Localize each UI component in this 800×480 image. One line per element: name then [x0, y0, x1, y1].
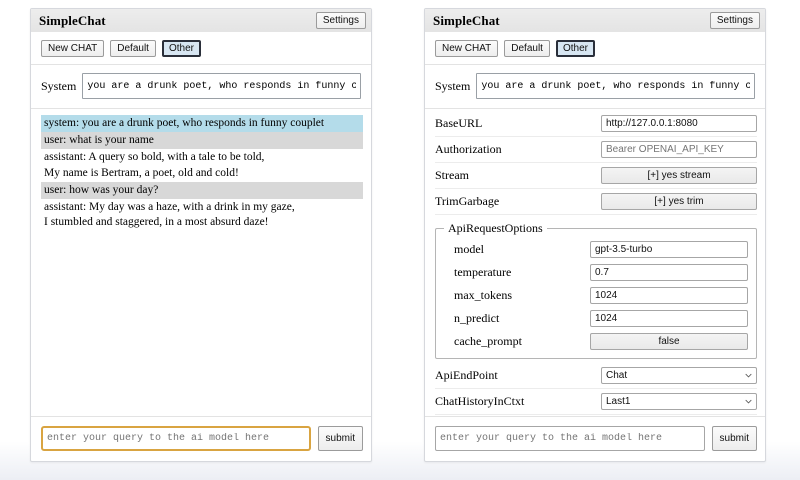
setting-row-chat-history-in-ctxt: ChatHistoryInCtxt Last1 — [435, 389, 757, 415]
chat-history-in-ctxt-value: Last1 — [606, 396, 631, 407]
model-label: model — [454, 242, 484, 256]
settings-button[interactable]: Settings — [709, 12, 760, 29]
settings-footer: submit — [425, 416, 765, 461]
settings-titlebar: SimpleChat Settings — [425, 9, 765, 33]
chat-message: assistant: A query so bold, with a tale … — [44, 151, 265, 179]
query-input[interactable] — [41, 426, 311, 451]
session-other-button[interactable]: Other — [555, 40, 595, 57]
cache-prompt-toggle-button[interactable]: false — [590, 333, 748, 350]
trim-garbage-toggle-button[interactable]: [+] yes trim — [601, 193, 757, 210]
stream-toggle-button[interactable]: [+] yes stream — [601, 167, 757, 184]
system-prompt-row: System — [31, 65, 371, 109]
system-prompt-input[interactable] — [476, 73, 755, 99]
chat-message: user: how was your day? — [41, 181, 363, 199]
base-url-label: BaseURL — [435, 116, 483, 130]
setting-row-base-url: BaseURL — [435, 111, 757, 137]
authorization-label: Authorization — [435, 142, 502, 156]
system-prompt-input[interactable] — [82, 73, 361, 99]
chevron-down-icon — [745, 399, 752, 403]
submit-button[interactable]: submit — [711, 426, 757, 451]
system-prompt-row: System — [425, 65, 765, 109]
chat-panel: SimpleChat Settings New CHAT Default Oth… — [30, 8, 372, 462]
n-predict-label: n_predict — [454, 311, 500, 325]
system-prompt-label: System — [435, 78, 471, 93]
page-title: SimpleChat — [39, 12, 106, 28]
setting-row-n-predict: n_predict — [444, 307, 748, 330]
new-chat-button[interactable]: New CHAT — [435, 40, 499, 57]
session-default-button[interactable]: Default — [504, 40, 550, 57]
setting-row-max-tokens: max_tokens — [444, 284, 748, 307]
setting-row-api-endpoint: ApiEndPoint Chat — [435, 363, 757, 389]
setting-row-stream: Stream [+] yes stream — [435, 163, 757, 189]
chat-history-in-ctxt-select[interactable]: Last1 — [601, 393, 757, 410]
cache-prompt-label: cache_prompt — [454, 334, 522, 348]
settings-button[interactable]: Settings — [315, 12, 366, 29]
chat-message: system: you are a drunk poet, who respon… — [41, 115, 363, 133]
chat-message: user: what is your name — [41, 132, 363, 150]
settings-panel: SimpleChat Settings New CHAT Default Oth… — [424, 8, 766, 462]
settings-list: BaseURL Authorization Stream [+] yes str… — [425, 109, 765, 416]
setting-row-cache-prompt: cache_prompt false — [444, 330, 748, 353]
session-other-button[interactable]: Other — [161, 40, 201, 57]
page-title: SimpleChat — [433, 12, 500, 28]
session-default-button[interactable]: Default — [110, 40, 156, 57]
max-tokens-input[interactable] — [590, 287, 748, 304]
chevron-down-icon — [745, 373, 752, 377]
chat-message: assistant: My day was a haze, with a dri… — [44, 200, 295, 229]
setting-row-authorization: Authorization — [435, 137, 757, 163]
submit-button[interactable]: submit — [317, 426, 363, 451]
api-endpoint-label: ApiEndPoint — [435, 368, 498, 382]
model-input[interactable] — [590, 241, 748, 258]
setting-row-trim-garbage: TrimGarbage [+] yes trim — [435, 189, 757, 215]
api-endpoint-select[interactable]: Chat — [601, 367, 757, 384]
query-input[interactable] — [435, 426, 705, 451]
temperature-input[interactable] — [590, 264, 748, 281]
api-request-options-legend: ApiRequestOptions — [448, 221, 543, 235]
n-predict-input[interactable] — [590, 310, 748, 327]
chat-log[interactable]: system: you are a drunk poet, who respon… — [31, 109, 371, 416]
api-request-options-fieldset: ApiRequestOptions model temperature max_… — [435, 221, 757, 359]
authorization-input[interactable] — [601, 141, 757, 158]
new-chat-button[interactable]: New CHAT — [41, 40, 105, 57]
settings-mode-buttons: New CHAT Default Other — [425, 33, 765, 65]
setting-row-model: model — [444, 238, 748, 261]
api-endpoint-value: Chat — [606, 370, 628, 381]
temperature-label: temperature — [454, 265, 512, 279]
chat-history-in-ctxt-label: ChatHistoryInCtxt — [435, 394, 525, 408]
max-tokens-label: max_tokens — [454, 288, 512, 302]
stream-label: Stream — [435, 168, 469, 182]
setting-row-temperature: temperature — [444, 261, 748, 284]
chat-titlebar: SimpleChat Settings — [31, 9, 371, 33]
chat-mode-buttons: New CHAT Default Other — [31, 33, 371, 65]
trim-garbage-label: TrimGarbage — [435, 194, 500, 208]
system-prompt-label: System — [41, 78, 77, 93]
chat-footer: submit — [31, 416, 371, 461]
base-url-input[interactable] — [601, 115, 757, 132]
